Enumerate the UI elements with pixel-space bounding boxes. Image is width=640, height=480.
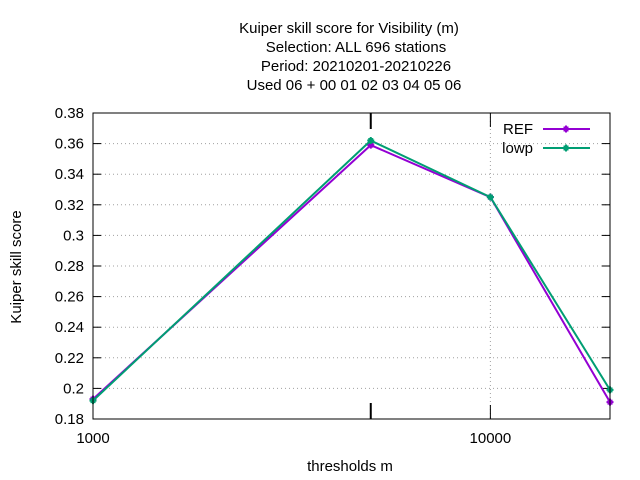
title-line-3: Period: 20210201-20210226 [261,58,451,75]
grid [93,113,610,419]
data-point [368,142,374,148]
title-line-1: Kuiper skill score for Visibility (m) [239,20,459,37]
series [89,137,614,406]
series-REF [89,141,614,406]
legend-label: REF [503,121,533,138]
y-tick-label: 0.26 [55,289,84,306]
y-tick-label: 0.18 [55,411,84,428]
legend: REF lowp [502,121,590,157]
y-tick-label: 0.22 [55,350,84,367]
series-line [92,144,611,403]
series-lowp [89,137,614,405]
y-axis-label: Kuiper skill score [8,210,25,323]
title-line-2: Selection: ALL 696 stations [266,39,446,56]
y-tick-label: 0.3 [63,227,84,244]
legend-label: lowp [502,140,533,157]
x-tick-label: 10000 [470,430,512,447]
legend-marker [563,126,569,132]
y-tick-label: 0.36 [55,136,84,153]
y-axis: 0.18 0.2 0.22 0.24 0.26 0.28 0.3 0.32 0.34 0.36 0.… [55,105,610,428]
y-tick-label: 0.28 [55,258,84,275]
data-point [368,138,374,144]
legend-marker [563,145,569,151]
x-axis-label: thresholds m [307,458,393,475]
y-tick-label: 0.32 [55,197,84,214]
x-tick-label: 1000 [76,430,109,447]
y-tick-label: 0.24 [55,319,84,336]
series-line [92,139,611,402]
y-tick-label: 0.38 [55,105,84,122]
y-tick-label: 0.2 [63,380,84,397]
title-line-4: Used 06 + 00 01 02 03 04 05 06 [247,77,462,94]
chart-title: Kuiper skill score for Visibility (m) Se… [239,20,461,94]
y-tick-label: 0.34 [55,166,84,183]
data-point [487,194,493,200]
x-axis: 1000 10000 [76,113,511,447]
plot-frame [92,112,611,420]
